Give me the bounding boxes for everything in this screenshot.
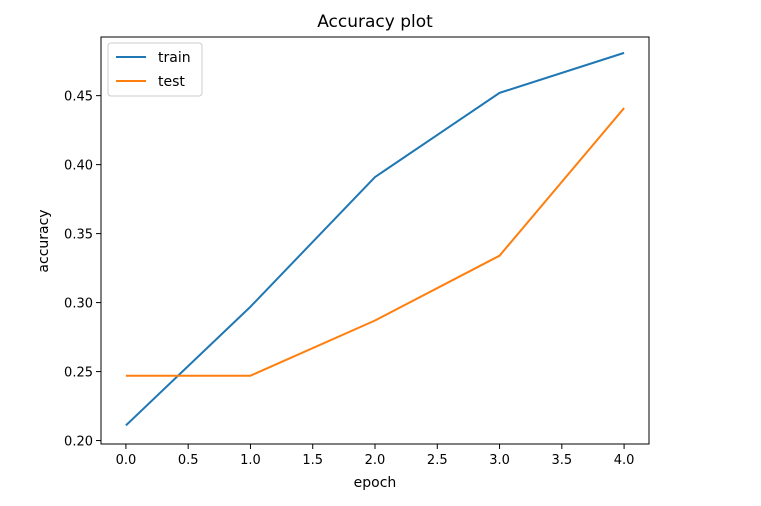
y-axis-label: accuracy	[36, 209, 52, 272]
y-tick-label: 0.40	[64, 159, 93, 174]
legend-label-test: test	[158, 74, 185, 90]
x-axis: 0.0 0.5 1.0 1.5 2.0 2.5 3.0 3.5 4.0	[116, 444, 635, 468]
x-tick-label: 0.5	[178, 453, 199, 468]
x-tick-label: 4.0	[614, 453, 635, 468]
legend: train test	[107, 42, 203, 97]
x-tick-label: 3.0	[489, 453, 510, 468]
y-axis: 0.20 0.25 0.30 0.35 0.40 0.45	[64, 90, 101, 450]
x-tick-label: 3.5	[551, 453, 572, 468]
x-tick-label: 1.5	[302, 453, 323, 468]
y-tick-label: 0.45	[64, 90, 93, 105]
series-line-test	[125, 107, 625, 377]
x-tick-label: 1.0	[240, 453, 261, 468]
y-tick-label: 0.25	[64, 366, 93, 381]
x-tick-label: 0.0	[116, 453, 137, 468]
series-line-train	[125, 51, 625, 427]
y-tick-label: 0.30	[64, 297, 93, 312]
legend-label-train: train	[158, 50, 191, 66]
x-tick-label: 2.0	[365, 453, 386, 468]
x-tick-label: 2.5	[427, 453, 448, 468]
series-lines	[125, 51, 625, 427]
chart-title: Accuracy plot	[317, 12, 433, 32]
y-tick-label: 0.35	[64, 228, 93, 243]
y-tick-label: 0.20	[64, 435, 93, 450]
x-axis-label: epoch	[354, 475, 397, 491]
